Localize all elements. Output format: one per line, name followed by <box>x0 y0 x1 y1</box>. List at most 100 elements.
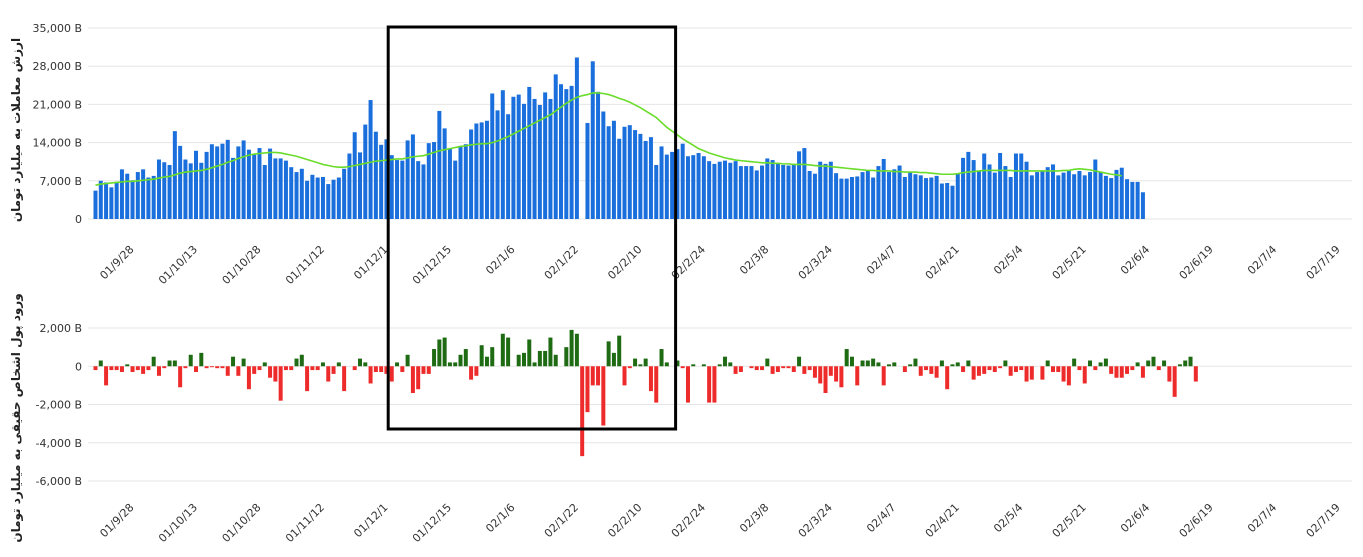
x-tick-label: 02/7/4 <box>1245 243 1279 277</box>
volume-bar <box>469 129 474 219</box>
volume-bar <box>331 179 336 219</box>
volume-bar <box>1119 167 1124 219</box>
volume-bar <box>1130 181 1135 219</box>
inflow-bar <box>437 339 442 367</box>
inflow-bar <box>913 358 918 367</box>
inflow-bar <box>643 358 648 367</box>
inflow-bar <box>849 356 854 367</box>
volume-bar <box>188 163 193 219</box>
outflow-bar <box>712 366 717 403</box>
volume-bar <box>717 161 722 219</box>
volume-bar <box>1024 161 1029 219</box>
outflow-bar <box>400 366 405 372</box>
volume-bar <box>934 175 939 219</box>
x-tick-label: 01/11/12 <box>283 243 327 287</box>
inflow-bar <box>871 358 876 367</box>
outflow-bar <box>384 366 389 374</box>
inflow-bar <box>1103 358 1108 367</box>
volume-bar <box>881 158 886 219</box>
inflow-bar <box>617 335 622 367</box>
x-tick-label: 02/6/19 <box>1177 501 1216 540</box>
volume-bar <box>765 158 770 219</box>
volume-bar <box>601 111 606 219</box>
x-tick-label: 02/6/19 <box>1177 243 1216 282</box>
outflow-bar <box>992 366 997 372</box>
inflow-bar <box>574 333 579 367</box>
outflow-bar <box>754 366 759 371</box>
volume-bar <box>924 178 929 219</box>
outflow-bar <box>839 366 844 388</box>
inflow-bar <box>532 362 537 367</box>
volume-bar <box>495 110 500 219</box>
outflow-bar <box>426 366 431 374</box>
volume-bar <box>574 57 579 219</box>
outflow-bar <box>961 366 966 372</box>
outflow-bar <box>474 366 479 376</box>
outflow-bar <box>1050 366 1055 372</box>
volume-bar <box>712 163 717 219</box>
outflow-bar <box>998 366 1003 369</box>
outflow-bar <box>289 366 294 371</box>
x-tick-label: 02/4/7 <box>864 501 898 535</box>
volume-bar <box>347 153 352 219</box>
inflow-bar <box>1088 360 1093 367</box>
outflow-bar <box>1024 366 1029 382</box>
volume-bar <box>802 148 807 219</box>
x-tick-label: 02/5/4 <box>991 501 1025 535</box>
volume-bar <box>696 152 701 219</box>
volume-bar <box>1093 159 1098 219</box>
outflow-bar <box>770 366 775 374</box>
volume-bar <box>1013 153 1018 219</box>
volume-bar <box>770 160 775 219</box>
volume-axis-label: ارزش معاملات به میلیارد تومان <box>9 38 24 222</box>
outflow-bar <box>1172 366 1177 397</box>
outflow-bar <box>680 366 685 369</box>
outflow-bar <box>1019 366 1024 371</box>
x-tick-label: 01/10/13 <box>156 243 200 287</box>
y-tick-label: -2,000 B <box>35 399 82 412</box>
volume-bar <box>738 166 743 219</box>
volume-bar <box>654 164 659 219</box>
volume-bar <box>1103 175 1108 219</box>
inflow-bar <box>723 356 728 367</box>
volume-bar <box>887 172 891 219</box>
x-tick-label: 02/3/24 <box>796 501 835 540</box>
volume-bar <box>1040 170 1045 219</box>
volume-bar <box>828 161 833 219</box>
inflow-bar <box>1146 360 1151 367</box>
x-tick-label: 01/10/28 <box>219 243 263 287</box>
y-tick-label: 0 <box>75 360 82 373</box>
outflow-bar <box>580 366 585 457</box>
outflow-bar <box>331 366 336 374</box>
outflow-bar <box>257 366 262 371</box>
volume-bar <box>633 130 638 219</box>
inflow-bar <box>463 349 468 367</box>
volume-bar <box>1109 178 1114 219</box>
volume-bar <box>395 160 400 219</box>
x-tick-label: 01/10/28 <box>219 501 263 545</box>
inflow-bar <box>537 350 542 367</box>
volume-bar <box>971 160 976 219</box>
volume-bar <box>283 160 288 219</box>
volume-bar <box>326 184 331 219</box>
volume-bar <box>982 153 987 219</box>
inflow-bar <box>1162 360 1167 367</box>
volume-bar <box>818 161 823 219</box>
outflow-bar <box>225 366 230 376</box>
highlight-box <box>386 25 678 431</box>
volume-bar <box>590 61 595 219</box>
volume-bar <box>114 181 119 219</box>
inflow-bar <box>1177 364 1182 367</box>
outflow-bar <box>823 366 828 394</box>
volume-bar <box>929 177 934 219</box>
volume-bar <box>596 91 601 219</box>
outflow-bar <box>1040 366 1045 380</box>
inflow-bar <box>490 347 495 367</box>
volume-bar <box>1135 181 1140 219</box>
outflow-bar <box>236 366 241 376</box>
outflow-bar <box>352 366 357 371</box>
volume-bar <box>553 74 558 219</box>
volume-bar <box>447 148 452 219</box>
volume-bar <box>611 120 616 219</box>
volume-bar <box>294 172 299 219</box>
